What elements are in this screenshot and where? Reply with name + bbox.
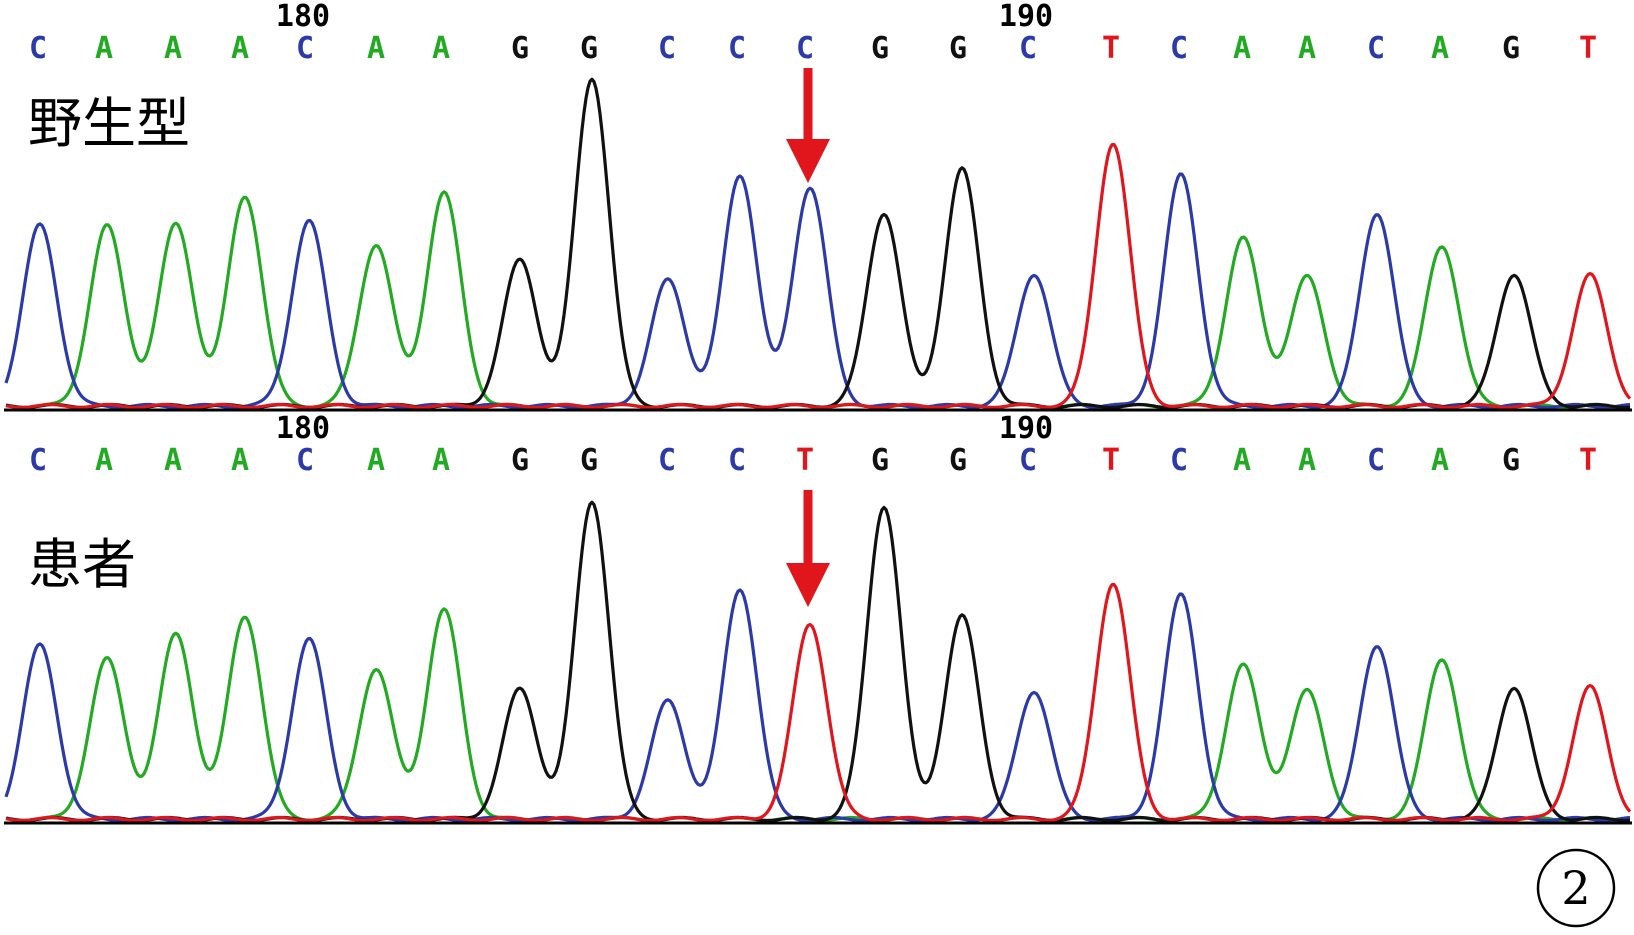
wildtype-base-call-2: A — [164, 31, 182, 66]
patient-base-call-14: C — [1019, 443, 1037, 478]
wildtype-base-call-19: C — [1367, 31, 1385, 66]
patient-label: 患者 — [28, 533, 136, 596]
wildtype-base-call-15: T — [1102, 31, 1120, 66]
patient-base-call-13: G — [949, 443, 967, 478]
patient-trace-g — [5, 500, 1631, 823]
patient-base-call-15: T — [1102, 443, 1120, 478]
patient-base-call-9: C — [658, 443, 676, 478]
wildtype-base-call-5: A — [367, 31, 385, 66]
wildtype-position-label-180: 180 — [276, 0, 330, 34]
wildtype-base-call-7: G — [511, 31, 529, 66]
wildtype-base-call-8: G — [580, 31, 598, 66]
patient-trace-t — [5, 582, 1632, 823]
patient-base-call-12: G — [871, 443, 889, 478]
wildtype-base-call-1: A — [95, 31, 113, 66]
wildtype-base-call-3: A — [231, 31, 249, 66]
patient-chromatogram-panel: 180 190 C A A A C A A G G C C T G G C T C A A C A G T 患者 — [4, 411, 1632, 825]
patient-base-call-1: A — [95, 443, 113, 478]
patient-base-call-16: C — [1170, 443, 1188, 478]
wildtype-trace-c — [4, 172, 1631, 410]
wildtype-trace-t — [5, 142, 1632, 410]
wildtype-position-label-190: 190 — [999, 0, 1053, 34]
wildtype-base-call-11: C — [796, 31, 814, 66]
wildtype-base-call-4: C — [296, 31, 314, 66]
patient-base-call-17: A — [1233, 443, 1251, 478]
patient-base-call-2: A — [164, 443, 182, 478]
wildtype-trace-a — [5, 190, 1631, 410]
patient-base-call-8: G — [580, 443, 598, 478]
wildtype-base-call-0: C — [29, 31, 47, 66]
patient-mutation-arrow-head — [786, 563, 830, 607]
patient-base-call-21: G — [1502, 443, 1520, 478]
patient-base-call-10: C — [728, 443, 746, 478]
patient-position-label-180: 180 — [276, 411, 330, 446]
patient-base-call-19: C — [1367, 443, 1385, 478]
patient-base-call-5: A — [367, 443, 385, 478]
wildtype-base-call-10: C — [728, 31, 746, 66]
wildtype-chromatogram-panel: 180 190 C A A A C A A G G C C C G G C T C A A C A G T 野生型 — [4, 0, 1632, 412]
wildtype-base-call-12: G — [871, 31, 889, 66]
patient-base-call-6: A — [432, 443, 450, 478]
wildtype-base-call-9: C — [658, 31, 676, 66]
patient-base-call-11: T — [796, 443, 814, 478]
wildtype-base-call-17: A — [1233, 31, 1251, 66]
wildtype-base-call-18: A — [1298, 31, 1316, 66]
patient-base-call-22: T — [1579, 443, 1597, 478]
patient-position-label-190: 190 — [999, 411, 1053, 446]
wildtype-mutation-arrow-head — [786, 139, 830, 183]
wildtype-base-call-16: C — [1170, 31, 1188, 66]
wildtype-base-call-14: C — [1019, 31, 1037, 66]
patient-base-call-0: C — [29, 443, 47, 478]
wildtype-base-call-21: G — [1502, 31, 1520, 66]
wildtype-base-call-13: G — [949, 31, 967, 66]
patient-base-call-18: A — [1298, 443, 1316, 478]
patient-base-call-7: G — [511, 443, 529, 478]
panel-number-circle — [1536, 848, 1616, 928]
wildtype-label: 野生型 — [28, 92, 190, 155]
patient-base-call-20: A — [1431, 443, 1449, 478]
panel-number: 2 — [1561, 861, 1590, 915]
wildtype-base-call-6: A — [432, 31, 450, 66]
patient-base-call-3: A — [231, 443, 249, 478]
wildtype-base-call-22: T — [1579, 31, 1597, 66]
wildtype-base-call-20: A — [1431, 31, 1449, 66]
patient-base-call-4: C — [296, 443, 314, 478]
